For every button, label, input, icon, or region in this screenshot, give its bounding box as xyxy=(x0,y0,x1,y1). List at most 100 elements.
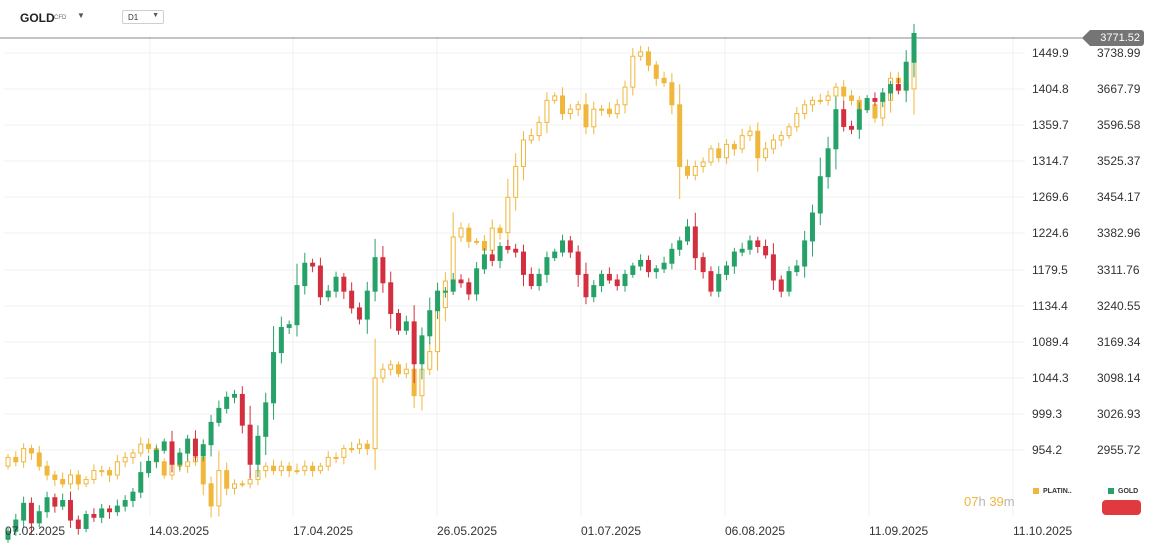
y-left-tick-label: 1134.4 xyxy=(1032,299,1068,313)
platinum-candle xyxy=(372,377,378,450)
y-right-tick-label: 3311.76 xyxy=(1097,263,1140,277)
gold-candle xyxy=(232,393,237,398)
gold-candle xyxy=(99,508,105,518)
gold-candle xyxy=(778,279,784,292)
platinum-candle xyxy=(396,364,402,375)
gold-candle xyxy=(505,245,511,250)
platinum-candle xyxy=(427,351,433,370)
y-left-tick-label: 1314.7 xyxy=(1032,154,1069,168)
gold-candle xyxy=(770,254,776,281)
platinum-candle xyxy=(263,465,269,472)
platinum-candle xyxy=(364,443,370,450)
x-tick-label: 11.10.2025 xyxy=(1013,524,1073,538)
gold-candle xyxy=(481,254,487,270)
gold-candle xyxy=(552,251,558,259)
platinum-candle xyxy=(224,470,230,489)
y-right-tick-label: 3454.17 xyxy=(1097,190,1141,204)
x-tick-label: 14.03.2025 xyxy=(149,524,210,538)
gold-candle xyxy=(380,257,386,284)
sell-button[interactable] xyxy=(1102,500,1141,515)
gold-candle xyxy=(536,273,542,287)
timeframe-select[interactable]: D1 ▼ xyxy=(122,10,164,24)
gold-candle xyxy=(708,271,714,292)
platinum-candle xyxy=(216,470,222,507)
countdown-hours: 07 xyxy=(964,494,979,509)
platinum-candle xyxy=(317,465,323,472)
x-tick-label: 11.09.2025 xyxy=(869,524,929,538)
platinum-candle xyxy=(833,86,839,97)
gold-candle xyxy=(185,438,191,454)
gold-candle xyxy=(5,530,11,540)
y-right-tick-label: 3596.58 xyxy=(1097,118,1141,132)
gold-candle xyxy=(880,92,886,102)
chevron-down-icon: ▼ xyxy=(152,12,159,19)
platinum-candle xyxy=(606,108,612,115)
platinum-candle xyxy=(21,448,27,463)
gold-candle xyxy=(356,307,362,320)
platinum-candle xyxy=(552,95,558,101)
platinum-candle xyxy=(677,104,683,167)
gold-candle xyxy=(489,254,495,261)
y-right-tick-label: 3098.14 xyxy=(1097,371,1141,385)
gold-candle xyxy=(763,245,769,256)
y-left-tick-label: 1449.9 xyxy=(1032,46,1069,60)
platinum-candle xyxy=(278,465,284,472)
platinum-candle xyxy=(731,143,737,150)
y-right-tick-label: 3240.55 xyxy=(1097,299,1141,313)
gold-candle xyxy=(21,502,27,521)
gold-candle xyxy=(278,326,284,354)
platinum-candle xyxy=(146,443,152,450)
gold-candle xyxy=(560,240,566,253)
gold-candle xyxy=(146,460,152,474)
platinum-candle xyxy=(544,99,550,123)
platinum-candle xyxy=(817,99,823,102)
gold-candle xyxy=(903,61,909,91)
gold-candle xyxy=(802,240,808,267)
gold-candle xyxy=(474,268,480,295)
caret-down-icon[interactable]: ▼ xyxy=(77,11,85,20)
platinum-candle xyxy=(724,143,730,159)
gold-candle xyxy=(544,257,550,275)
gold-candle xyxy=(794,265,800,273)
gold-candle xyxy=(130,491,136,502)
platinum-candle xyxy=(794,113,800,128)
platinum-candle xyxy=(669,82,675,106)
gold-candle xyxy=(310,262,316,267)
platinum-candle xyxy=(661,77,667,84)
gold-candle xyxy=(67,500,73,521)
gold-candle xyxy=(325,290,331,298)
platinum-candle xyxy=(458,227,464,238)
legend-platinum[interactable]: PLATIN.. xyxy=(1033,488,1072,495)
platinum-candle xyxy=(44,465,50,476)
y-left-tick-label: 1269.6 xyxy=(1032,190,1069,204)
platinum-candle xyxy=(75,474,81,485)
gold-candle xyxy=(239,393,245,426)
gold-candle xyxy=(36,511,42,524)
gold-candle xyxy=(895,84,901,91)
y-left-tick-label: 1044.3 xyxy=(1032,371,1069,385)
gold-candle xyxy=(28,502,34,524)
platinum-candle xyxy=(28,448,34,454)
y-left-tick-label: 1359.7 xyxy=(1032,118,1069,132)
gold-candle xyxy=(13,519,19,532)
platinum-candle xyxy=(497,227,503,234)
platinum-candle xyxy=(161,461,167,476)
gold-candle xyxy=(60,500,66,507)
gold-candle xyxy=(169,441,175,465)
platinum-candle xyxy=(294,470,300,473)
platinum-candle xyxy=(200,456,206,485)
gold-candle xyxy=(419,335,425,365)
platinum-candle xyxy=(560,95,566,115)
gold-candle xyxy=(747,240,753,250)
platinum-candle xyxy=(130,452,136,458)
platinum-candle xyxy=(809,99,815,106)
platinum-candle xyxy=(286,465,292,472)
platinum-candle xyxy=(536,121,542,137)
chart-toolbar: GOLD CFD ▼ D1 ▼ xyxy=(0,0,1157,36)
gold-candle xyxy=(591,285,597,298)
platinum-candle xyxy=(388,364,394,370)
symbol-name[interactable]: GOLD xyxy=(20,11,55,25)
legend-gold[interactable]: GOLD xyxy=(1108,488,1138,495)
gold-candle xyxy=(403,321,409,331)
